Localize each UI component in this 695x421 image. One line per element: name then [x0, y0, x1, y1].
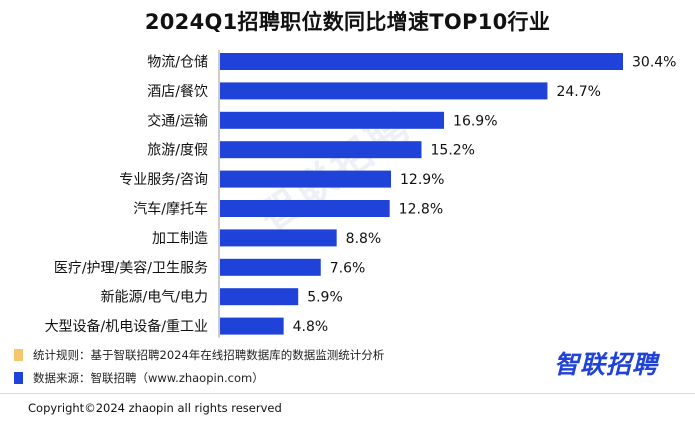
legend-text-rule: 统计规则：基于智联招聘2024年在线招聘数据库的数据监测统计分析: [33, 348, 385, 362]
legend-text-source: 数据来源：智联招聘（www.zhaopin.com）: [33, 371, 264, 385]
category-label: 加工制造: [152, 231, 208, 247]
legend-item-rule: 统计规则：基于智联招聘2024年在线招聘数据库的数据监测统计分析: [14, 347, 384, 363]
bar: [220, 141, 422, 159]
data-label: 7.6%: [330, 260, 366, 276]
legend-swatch-rule: [14, 349, 23, 361]
category-label: 旅游/度假: [147, 143, 208, 159]
data-label: 30.4%: [632, 55, 676, 71]
bar: [220, 200, 390, 217]
category-label: 新能源/电气/电力: [101, 290, 208, 306]
bar: [220, 229, 337, 247]
data-label: 24.7%: [556, 84, 600, 100]
category-label: 酒店/餐饮: [147, 84, 208, 100]
bar: [220, 53, 623, 70]
category-label: 大型设备/机电设备/重工业: [45, 318, 208, 335]
legend-item-source: 数据来源：智联招聘（www.zhaopin.com）: [14, 370, 264, 386]
bar: [220, 258, 321, 276]
bar-chart: 物流/仓储 30.4% 酒店/餐饮 24.7% 交通/运输 16.9% 旅游/度假 15.2%…: [45, 50, 676, 338]
copyright-text: Copyright©2024 zhaopin all rights reserv…: [28, 401, 282, 415]
data-label: 15.2%: [431, 143, 475, 159]
data-label: 12.9%: [400, 172, 444, 188]
category-label: 汽车/摩托车: [133, 201, 208, 218]
category-label: 医疗/护理/美容/卫生服务: [54, 259, 208, 276]
bar: [220, 170, 392, 188]
category-label: 交通/运输: [147, 112, 208, 129]
divider: [0, 393, 695, 394]
brand-logo: 智联招聘: [554, 350, 659, 379]
data-label: 16.9%: [453, 113, 497, 129]
data-label: 5.9%: [307, 290, 343, 306]
data-label: 4.8%: [293, 319, 329, 335]
bar: [220, 317, 284, 335]
legend-swatch-source: [14, 372, 23, 384]
category-label: 物流/仓储: [147, 55, 208, 71]
category-label: 专业服务/咨询: [119, 172, 208, 188]
bar: [220, 288, 299, 306]
chart-title: 2024Q1招聘职位数同比增速TOP10行业: [144, 10, 551, 34]
bar: [220, 82, 548, 100]
bar: [220, 111, 445, 129]
data-label: 12.8%: [399, 202, 443, 218]
data-label: 8.8%: [346, 231, 382, 247]
